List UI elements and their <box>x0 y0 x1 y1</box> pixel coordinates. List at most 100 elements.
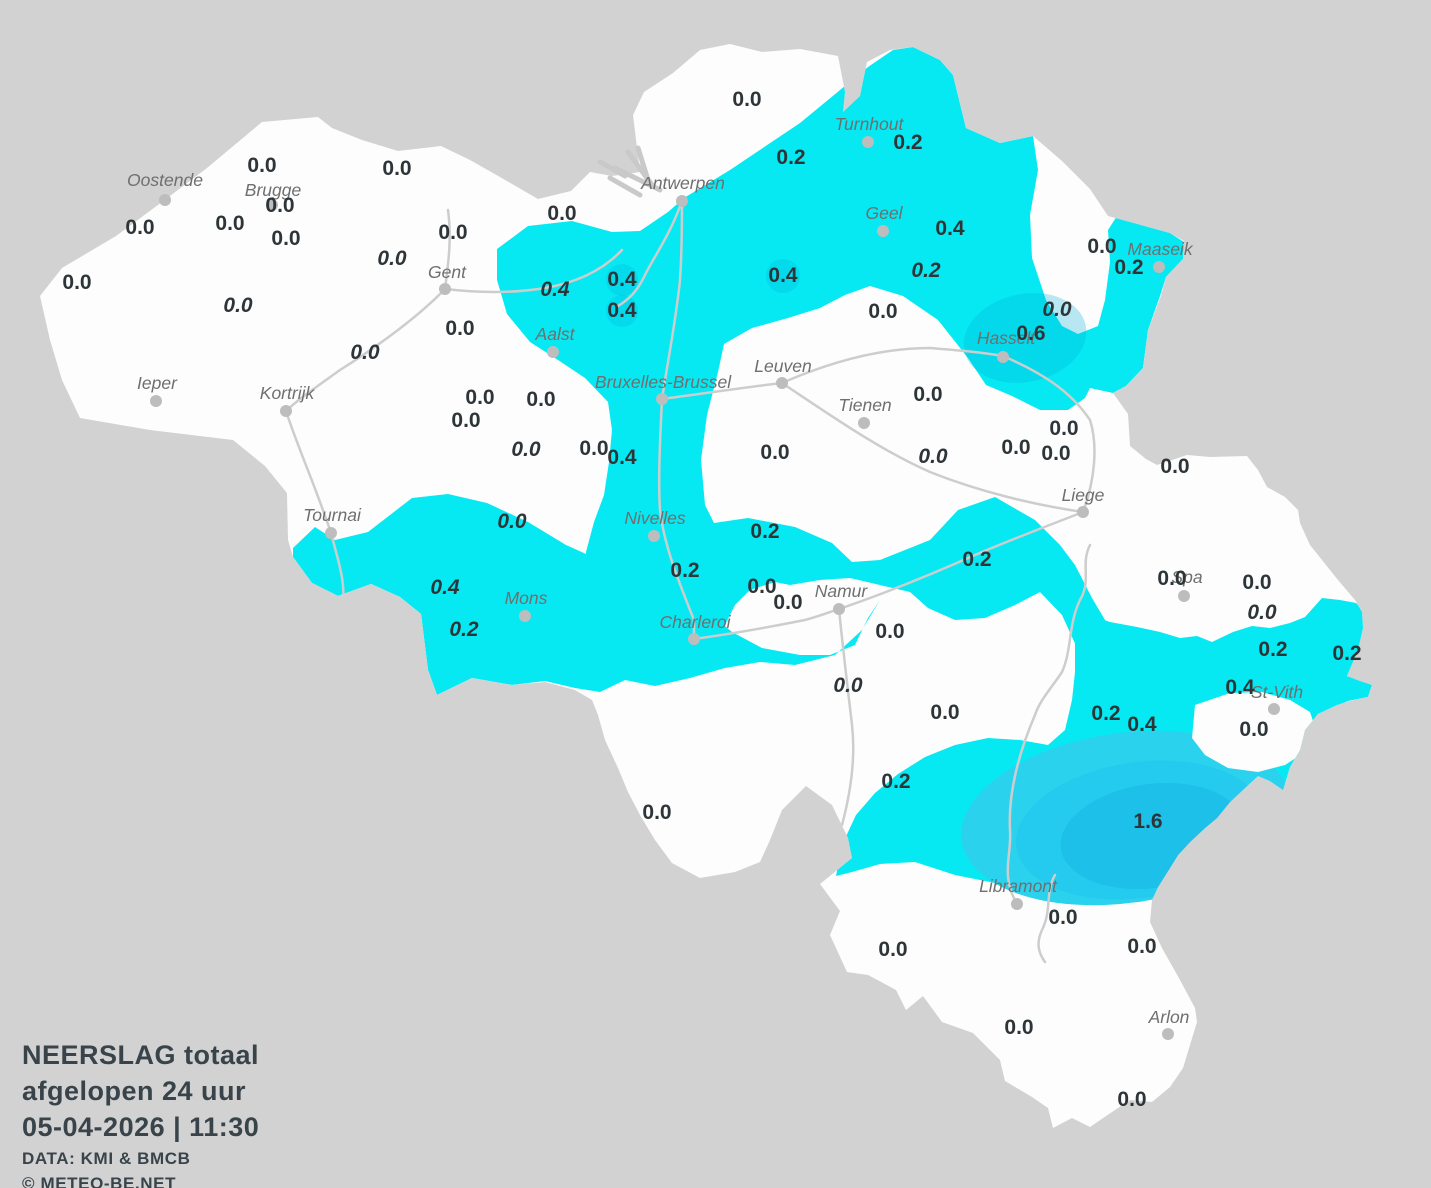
precip-value-label: 0.0 <box>526 388 555 411</box>
precip-value-label: 0.0 <box>445 317 474 340</box>
road <box>284 409 345 602</box>
city-label: Maaseik <box>1127 239 1193 259</box>
precip-value-label: 0.0 <box>62 271 91 294</box>
precip-value-label: 0.0 <box>642 801 671 824</box>
precip-value-label: 0.0 <box>1247 601 1277 624</box>
precip-value-label: 0.0 <box>875 620 904 643</box>
precip-value-label: 0.0 <box>1239 718 1268 741</box>
precip-value-label: 0.0 <box>868 300 897 323</box>
rain-spot-2 <box>606 295 638 327</box>
precip-value-label: 0.4 <box>607 299 637 322</box>
precip-value-label: 0.0 <box>1048 906 1077 929</box>
rain-spot-hasselt <box>963 293 1087 383</box>
precip-value-label: 0.0 <box>878 938 907 961</box>
city-dot <box>1153 261 1165 273</box>
city-label: Ieper <box>137 373 178 393</box>
city-label: Turnhout <box>835 114 905 134</box>
precip-value-label: 0.0 <box>1001 436 1030 459</box>
precip-value-label: 0.0 <box>747 575 776 598</box>
precip-value-label: 0.0 <box>913 383 942 406</box>
precip-value-label: 0.0 <box>918 445 948 468</box>
map-title-line2: afgelopen 24 uur <box>22 1076 247 1106</box>
cities-layer: Oostende Brugge Gent Antwerpen Turnhout Geel M… <box>127 114 1303 1040</box>
precip-value-label: 0.4 <box>768 264 798 287</box>
city-dot <box>1268 703 1280 715</box>
road <box>443 208 451 291</box>
river-scheldt <box>443 248 624 294</box>
city-dot <box>877 225 889 237</box>
precip-value-label: 0.0 <box>1127 935 1156 958</box>
city-label: Aalst <box>535 324 576 344</box>
precip-value-label: 0.0 <box>1157 567 1186 590</box>
river <box>1037 873 1057 964</box>
precip-value-label: 0.0 <box>1049 417 1078 440</box>
dock-line <box>607 175 643 198</box>
city-label: Libramont <box>979 876 1058 896</box>
city-label: Liege <box>1062 485 1105 505</box>
precip-value-label: 0.0 <box>125 216 154 239</box>
city-label: Charleroi <box>660 612 732 632</box>
precip-value-label: 0.0 <box>1117 1088 1146 1111</box>
precip-value-label: 0.4 <box>430 576 460 599</box>
city-dot <box>648 530 660 542</box>
map-data-credit: DATA: KMI & BMCB <box>22 1149 191 1168</box>
precip-value-label: 0.2 <box>1091 702 1120 725</box>
city-label: St-Vith <box>1251 682 1303 702</box>
precip-value-label: 0.2 <box>893 131 922 154</box>
city-dot <box>519 610 531 622</box>
precip-value-label: 0.0 <box>833 674 863 697</box>
precip-value-label: 0.0 <box>265 194 294 217</box>
precip-value-label: 0.2 <box>1114 256 1143 279</box>
river-meuse <box>837 510 1085 611</box>
city-label: Tienen <box>838 395 891 415</box>
city-dot <box>688 633 700 645</box>
city-dot <box>266 199 278 211</box>
precip-value-label: 0.0 <box>760 441 789 464</box>
city-label: Bruxelles-Brussel <box>595 372 732 392</box>
city-dot <box>1011 898 1023 910</box>
city-dot <box>150 395 162 407</box>
dock-line <box>597 159 628 179</box>
harbor-docks <box>597 145 663 198</box>
city-label: Mons <box>505 588 548 608</box>
precip-value-label: 0.0 <box>497 510 527 533</box>
city-label: Tournai <box>303 505 362 525</box>
city-dot <box>997 351 1009 363</box>
title-block: NEERSLAG totaal afgelopen 24 uur 05-04-2… <box>22 1042 259 1188</box>
values-layer: 0.0 0.0 0.0 0.0 0.0 0.0 0.0 0.0 0.0 0.0 0.0 0.0 0.0 0… <box>62 88 1361 1111</box>
road <box>657 397 696 641</box>
city-dot <box>547 346 559 358</box>
roads-layer <box>284 199 1096 964</box>
rain-spot-3 <box>766 259 800 293</box>
map-title-line1: NEERSLAG totaal <box>22 1040 260 1070</box>
precip-value-label: 0.2 <box>776 146 805 169</box>
precip-value-label: 0.4 <box>607 446 637 469</box>
city-label: Kortrijk <box>260 383 316 403</box>
city-label: Namur <box>815 581 869 601</box>
precip-value-label: 0.0 <box>247 154 276 177</box>
city-dot <box>280 405 292 417</box>
city-label: Gent <box>428 262 467 282</box>
city-dot <box>862 136 874 148</box>
road <box>284 287 447 413</box>
city-label: Hasselt <box>977 328 1036 348</box>
city-dot <box>656 393 668 405</box>
precip-value-label: 0.2 <box>449 618 479 641</box>
city-dot <box>439 283 451 295</box>
city-dot <box>1077 506 1089 518</box>
precip-value-label: 0.4 <box>935 217 965 240</box>
city-label: Nivelles <box>624 508 686 528</box>
precip-value-label: 0.0 <box>732 88 761 111</box>
precip-value-label: 0.0 <box>451 409 480 432</box>
precip-value-label: 0.0 <box>350 341 380 364</box>
precip-value-label: 0.0 <box>271 227 300 250</box>
precip-value-label: 0.0 <box>579 437 608 460</box>
precip-value-label: 0.0 <box>1004 1016 1033 1039</box>
city-label: Arlon <box>1148 1007 1190 1027</box>
road <box>780 346 1005 385</box>
road <box>660 199 684 401</box>
precip-value-label: 0.0 <box>930 701 959 724</box>
river-meuse-south <box>837 607 855 827</box>
road <box>780 381 1085 514</box>
